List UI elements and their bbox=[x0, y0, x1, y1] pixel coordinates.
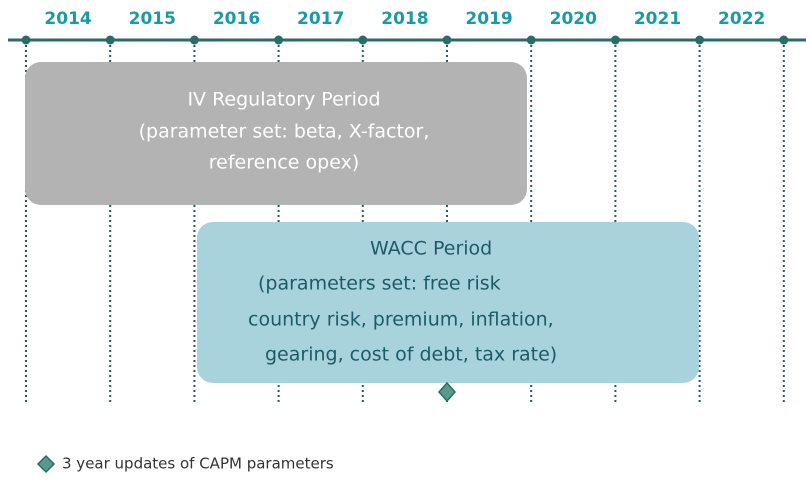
legend-marker bbox=[36, 454, 56, 474]
regulatory-text: reference opex) bbox=[209, 152, 359, 174]
timeline-dot bbox=[21, 35, 31, 45]
timeline-dot bbox=[442, 35, 452, 45]
capm-update-marker bbox=[437, 381, 457, 403]
timeline-dot bbox=[274, 35, 284, 45]
timeline-dot bbox=[526, 35, 536, 45]
timeline-dot bbox=[105, 35, 115, 45]
regulatory-text: (parameter set: beta, X-factor, bbox=[139, 121, 430, 143]
year-label: 2017 bbox=[297, 9, 344, 29]
regulatory-period-box bbox=[25, 62, 527, 205]
year-label: 2020 bbox=[550, 9, 597, 29]
regulatory-text: IV Regulatory Period bbox=[187, 89, 380, 111]
wacc-period-box bbox=[197, 222, 699, 383]
timeline-dot bbox=[610, 35, 620, 45]
timeline-dot bbox=[189, 35, 199, 45]
year-label: 2018 bbox=[381, 9, 428, 29]
timeline-dot bbox=[358, 35, 368, 45]
year-label: 2022 bbox=[718, 9, 765, 29]
year-label: 2015 bbox=[129, 9, 176, 29]
wacc-text: (parameters set: free risk bbox=[258, 273, 501, 295]
timeline-dot bbox=[695, 35, 705, 45]
year-label: 2019 bbox=[465, 9, 512, 29]
wacc-text: country risk, premium, inflation, bbox=[248, 309, 554, 331]
legend-label: 3 year updates of CAPM parameters bbox=[62, 455, 334, 473]
wacc-text: gearing, cost of debt, tax rate) bbox=[265, 344, 557, 366]
year-label: 2014 bbox=[44, 9, 91, 29]
wacc-text: WACC Period bbox=[370, 238, 492, 260]
year-label: 2021 bbox=[634, 9, 681, 29]
timeline-dot bbox=[779, 35, 789, 45]
year-label: 2016 bbox=[213, 9, 260, 29]
